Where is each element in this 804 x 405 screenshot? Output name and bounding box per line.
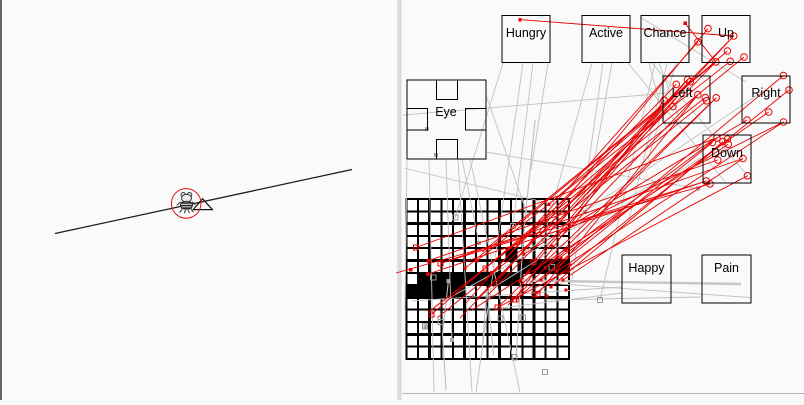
svg-text:Up: Up: [718, 26, 734, 40]
svg-text:Pain: Pain: [714, 261, 739, 275]
svg-text:Hungry: Hungry: [506, 26, 547, 40]
svg-text:Happy: Happy: [628, 261, 665, 275]
svg-text:Right: Right: [751, 86, 781, 100]
svg-text:Left: Left: [672, 86, 693, 100]
svg-text:Down: Down: [711, 146, 743, 160]
svg-text:Active: Active: [589, 26, 623, 40]
svg-text:Eye: Eye: [435, 105, 457, 119]
svg-text:Chance: Chance: [643, 26, 686, 40]
